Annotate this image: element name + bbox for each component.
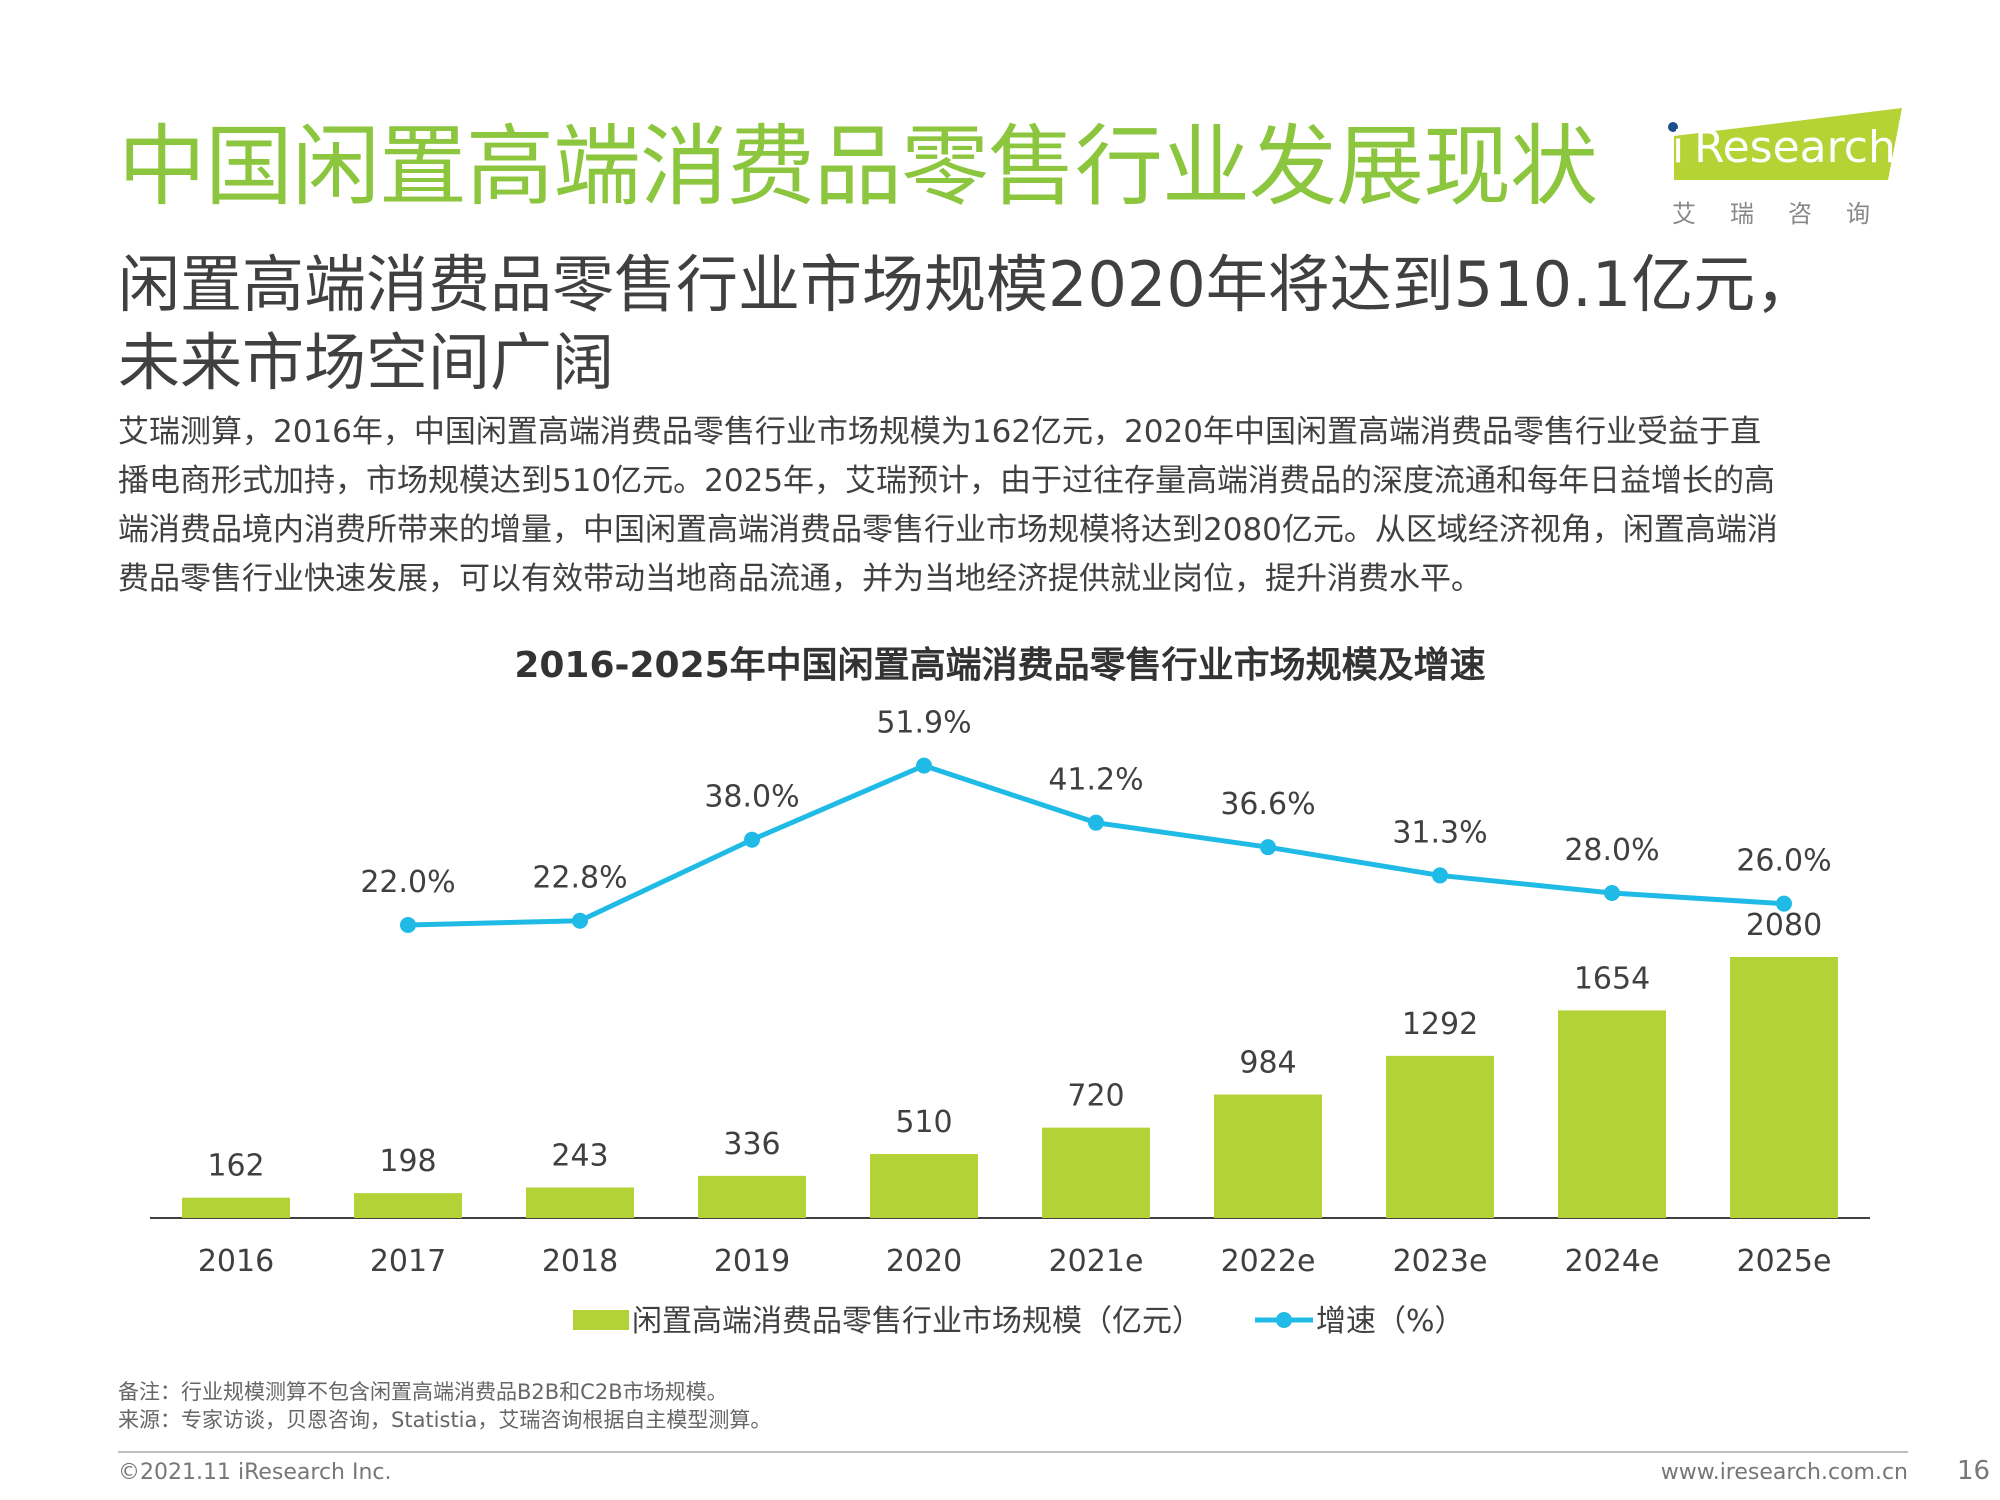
growth-value-label: 26.0% [1736,844,1831,879]
x-tick-label: 2025e [1737,1244,1832,1279]
legend-line-label: 增速（%） [1316,1304,1465,1339]
chart-title: 2016-2025年中国闲置高端消费品零售行业市场规模及增速 [514,645,1486,686]
growth-point-2019 [744,831,760,848]
x-tick-label: 2016 [198,1244,274,1279]
bar-value-label: 1292 [1402,1007,1478,1042]
bar-2021e [1042,1127,1150,1218]
paragraph-line: 端消费品境内消费所带来的增量，中国闲置高端消费品零售行业市场规模将达到2080亿… [118,512,1778,548]
growth-value-label: 41.2% [1048,763,1143,798]
footer-divider [118,1451,1908,1453]
subtitle-line: 未来市场空间广阔 [118,326,615,399]
x-tick-label: 2021e [1049,1244,1144,1279]
subtitle-line: 闲置高端消费品零售行业市场规模2020年将达到510.1亿元， [118,248,1818,321]
growth-value-label: 38.0% [704,780,799,815]
footer-website[interactable]: www.iresearch.com.cn [1660,1460,1908,1485]
bar-2016 [182,1197,290,1218]
growth-value-label: 31.3% [1392,815,1487,850]
bar-value-label: 510 [895,1105,952,1140]
source-note: 来源：专家访谈，贝恩咨询，Statistia，艾瑞咨询根据自主模型测算。 [118,1408,772,1432]
bar-2017 [354,1193,462,1218]
logo-background-shape [1674,108,1902,180]
growth-point-2021e [1088,814,1104,831]
bar-value-label: 336 [723,1127,780,1162]
page-number: 16 [1957,1456,1991,1486]
x-tick-label: 2024e [1565,1244,1660,1279]
growth-point-2022e [1260,839,1276,856]
summary-paragraph: 艾瑞测算，2016年，中国闲置高端消费品零售行业市场规模为162亿元，2020年… [118,408,1918,604]
bar-2023e [1386,1055,1494,1218]
bar-2018 [526,1187,634,1218]
bar-2025e [1730,956,1838,1218]
bar-2020 [870,1153,978,1218]
growth-point-2018 [572,912,588,929]
paragraph-line: 费品零售行业快速发展，可以有效带动当地商品流通，并为当地经济提供就业岗位，提升消… [118,561,1482,597]
bar-2019 [698,1175,806,1218]
bar-value-label: 1654 [1574,961,1650,996]
legend-bar-label: 闲置高端消费品零售行业市场规模（亿元） [632,1304,1202,1339]
footer-copyright: ©2021.11 iResearch Inc. [118,1460,392,1485]
paragraph-line: 播电商形式加持，市场规模达到510亿元。2025年，艾瑞预计，由于过往存量高端消… [118,463,1776,499]
growth-point-2024e [1604,885,1620,902]
bar-value-label: 2080 [1746,908,1822,943]
bar-value-label: 243 [551,1139,608,1174]
bar-value-label: 162 [207,1149,264,1184]
growth-point-2025e [1776,895,1792,912]
logo-brand-text: Research [1694,122,1896,173]
x-tick-label: 2020 [886,1244,962,1279]
footnotes: 备注：行业规模测算不包含闲置高端消费品B2B和C2B市场规模。 来源：专家访谈，… [118,1378,771,1434]
x-tick-label: 2022e [1221,1244,1316,1279]
legend-bar-swatch [573,1310,629,1330]
x-tick-label: 2017 [370,1244,446,1279]
logo-chinese-name: 艾瑞咨询 [1672,200,1904,228]
x-tick-label: 2023e [1393,1244,1488,1279]
growth-value-label: 22.8% [532,861,627,896]
growth-value-label: 28.0% [1564,833,1659,868]
logo-dot-icon [1668,122,1678,132]
legend-line-marker [1276,1312,1292,1328]
growth-value-label: 51.9% [876,706,971,741]
page-subtitle: 闲置高端消费品零售行业市场规模2020年将达到510.1亿元， 未来市场空间广阔 [118,246,1918,402]
logo-brand-i: i [1672,122,1685,173]
growth-value-label: 36.6% [1220,787,1315,822]
bar-2022e [1214,1094,1322,1218]
growth-value-label: 22.0% [360,865,455,900]
growth-point-2020 [916,757,932,774]
bar-value-label: 720 [1067,1079,1124,1114]
iresearch-logo: i Research 艾瑞咨询 [1668,108,1908,228]
x-tick-label: 2018 [542,1244,618,1279]
bar-value-label: 984 [1239,1046,1296,1081]
page-title: 中国闲置高端消费品零售行业发展现状 [118,115,1598,218]
bar-2024e [1558,1010,1666,1218]
paragraph-line: 艾瑞测算，2016年，中国闲置高端消费品零售行业市场规模为162亿元，2020年… [118,414,1761,450]
x-tick-label: 2019 [714,1244,790,1279]
growth-point-2023e [1432,867,1448,884]
growth-point-2017 [400,917,416,933]
remark-note: 备注：行业规模测算不包含闲置高端消费品B2B和C2B市场规模。 [118,1380,728,1404]
bar-value-label: 198 [379,1144,436,1179]
